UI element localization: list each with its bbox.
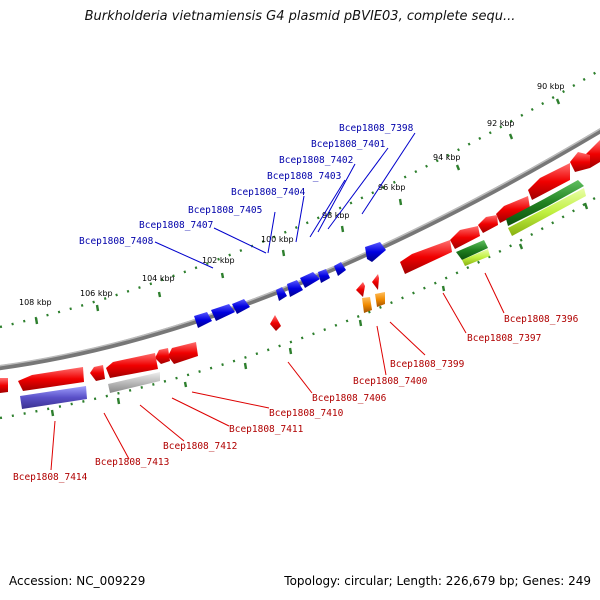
gene-label-7414: Bcep1808_7414 — [13, 472, 88, 483]
reverse-genes-left — [0, 342, 198, 409]
gene-arrow — [528, 163, 570, 200]
forward-genes — [194, 242, 386, 328]
ruler-ticks — [34, 98, 589, 417]
gene-label-7410: Bcep1808_7410 — [269, 408, 344, 419]
gene-label-7404: Bcep1808_7404 — [231, 187, 306, 198]
gene-arrow — [18, 367, 84, 391]
ruler-label-100: 100 kbp — [261, 235, 294, 244]
ruler-label-90: 90 kbp — [537, 82, 565, 91]
gene-arrow — [356, 282, 365, 297]
ruler-label-102: 102 kbp — [202, 256, 235, 265]
upper-leaders — [154, 132, 416, 269]
gene-arrow — [372, 274, 379, 290]
gene-label-7411: Bcep1808_7411 — [229, 424, 304, 435]
gene-arrow — [270, 315, 281, 331]
gene-arrow — [496, 196, 530, 223]
gene-arrow — [155, 348, 170, 364]
topology-summary: Topology: circular; Length: 226,679 bp; … — [284, 574, 591, 588]
gene-label-7398: Bcep1808_7398 — [339, 123, 414, 134]
feature-blocks — [362, 180, 586, 313]
gene-label-7403: Bcep1808_7403 — [267, 171, 341, 182]
ruler-label-98: 98 kbp — [322, 211, 350, 220]
gene-arrow — [232, 299, 250, 314]
gene-arrow — [276, 287, 287, 301]
gene-label-7413: Bcep1808_7413 — [95, 457, 169, 468]
gene-label-7412: Bcep1808_7412 — [163, 441, 237, 452]
ruler-label-94: 94 kbp — [433, 153, 461, 162]
gene-label-7407: Bcep1808_7407 — [139, 220, 213, 231]
gene-label-7405: Bcep1808_7405 — [188, 205, 262, 216]
accession-text: Accession: NC_009229 — [9, 574, 146, 588]
ruler-label-106: 106 kbp — [80, 289, 113, 298]
gene-label-7406: Bcep1808_7406 — [312, 393, 387, 404]
ruler-label-92: 92 kbp — [487, 119, 515, 128]
gene-arrow — [211, 304, 235, 321]
ruler-label-96: 96 kbp — [378, 183, 406, 192]
gene-arrow — [194, 312, 212, 328]
gene-label-7401: Bcep1808_7401 — [311, 139, 386, 150]
map-title: Burkholderia vietnamiensis G4 plasmid pB… — [84, 9, 516, 24]
gene-arrow — [287, 280, 303, 297]
ruler-outer — [0, 68, 600, 329]
ruler-label-108: 108 kbp — [19, 298, 52, 307]
gene-arrow — [450, 226, 480, 249]
gene-arrow — [400, 240, 452, 274]
gene-arrow — [90, 365, 105, 381]
reverse-genes-right — [270, 140, 600, 331]
gene-arrow — [106, 353, 158, 378]
gene-arrow — [168, 342, 198, 364]
gene-label-7408: Bcep1808_7408 — [79, 236, 154, 247]
gene-label-7396: Bcep1808_7396 — [504, 314, 579, 325]
gene-label-7399: Bcep1808_7399 — [390, 359, 465, 370]
ruler-labels: 90 kbp 92 kbp 94 kbp 96 kbp 98 kbp 100 k… — [19, 82, 565, 307]
gene-label-7397: Bcep1808_7397 — [467, 333, 541, 344]
gene-arrow — [318, 269, 330, 283]
ruler-label-104: 104 kbp — [142, 274, 175, 283]
lower-gene-labels: Bcep1808_7396 Bcep1808_7397 Bcep1808_739… — [13, 314, 579, 483]
upper-gene-labels: Bcep1808_7398 Bcep1808_7401 Bcep1808_740… — [79, 123, 414, 247]
gene-arrow — [570, 152, 590, 172]
gene-arrow — [0, 378, 8, 393]
gene-label-7402: Bcep1808_7402 — [279, 155, 353, 166]
gene-arrow — [334, 262, 346, 276]
lower-leaders — [50, 272, 505, 471]
gene-arrow — [365, 242, 386, 262]
gene-label-7400: Bcep1808_7400 — [353, 376, 428, 387]
gene-arrow — [300, 272, 320, 288]
gene-arrow — [478, 215, 498, 233]
